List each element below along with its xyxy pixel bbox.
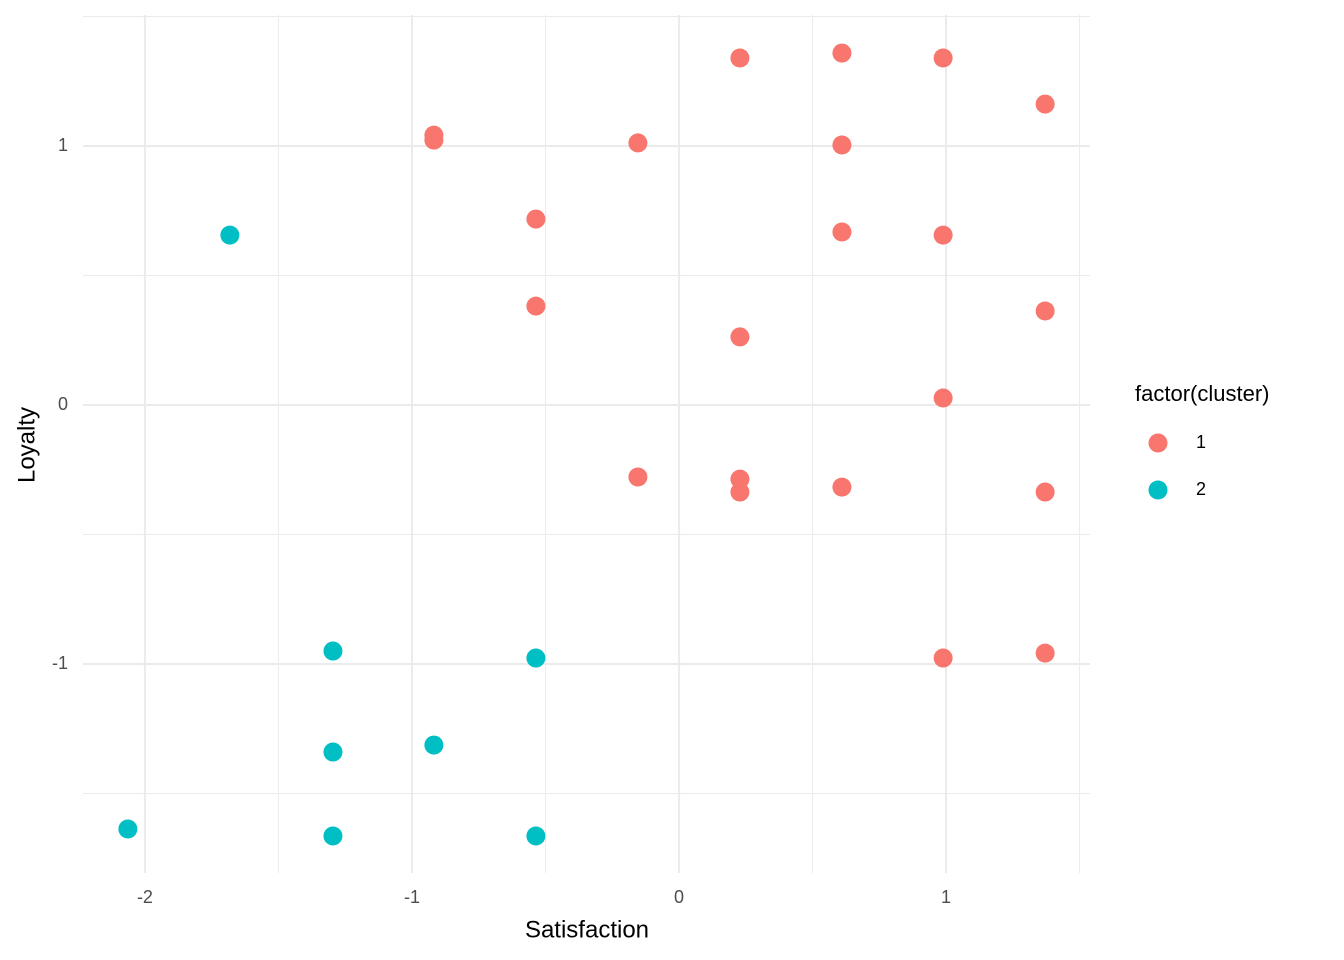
point <box>526 209 546 229</box>
point <box>730 482 750 502</box>
point <box>730 327 750 347</box>
point <box>323 641 343 661</box>
point <box>832 222 852 242</box>
legend-marker <box>1148 433 1168 453</box>
point <box>118 819 138 839</box>
point <box>832 43 852 63</box>
legend-label: 2 <box>1196 479 1206 499</box>
point <box>832 477 852 497</box>
legend-marker <box>1148 480 1168 500</box>
x-tick-label: 0 <box>674 887 684 907</box>
legend-label: 1 <box>1196 432 1206 452</box>
point <box>832 135 852 155</box>
y-tick-label: 0 <box>58 394 68 414</box>
point <box>424 130 444 150</box>
y-tick-label: -1 <box>52 653 68 673</box>
point <box>933 48 953 68</box>
point <box>1035 301 1055 321</box>
point <box>628 133 648 153</box>
x-tick-label: -1 <box>404 887 420 907</box>
point <box>526 648 546 668</box>
point <box>933 225 953 245</box>
y-axis-title: Loyalty <box>13 407 40 483</box>
point <box>323 826 343 846</box>
point <box>1035 482 1055 502</box>
point <box>1035 94 1055 114</box>
point <box>526 296 546 316</box>
point <box>424 735 444 755</box>
point <box>933 388 953 408</box>
point <box>220 225 240 245</box>
legend-title: factor(cluster) <box>1135 381 1269 406</box>
point <box>526 826 546 846</box>
point <box>933 648 953 668</box>
point <box>628 467 648 487</box>
x-axis-title: Satisfaction <box>525 916 649 943</box>
y-tick-label: 1 <box>58 135 68 155</box>
point <box>730 48 750 68</box>
x-tick-label: -2 <box>137 887 153 907</box>
point <box>1035 643 1055 663</box>
x-tick-label: 1 <box>941 887 951 907</box>
point <box>323 742 343 762</box>
